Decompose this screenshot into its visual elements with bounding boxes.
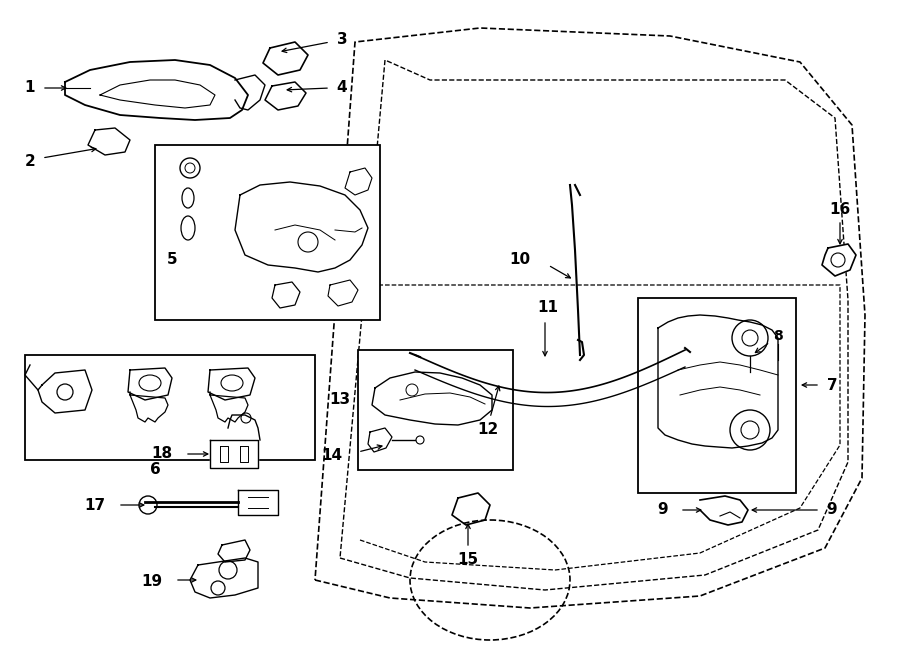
Text: 9: 9 — [657, 502, 668, 518]
Text: 8: 8 — [773, 329, 783, 343]
Polygon shape — [88, 128, 130, 155]
Text: 7: 7 — [827, 377, 837, 393]
Polygon shape — [38, 370, 92, 413]
Polygon shape — [208, 368, 255, 400]
Polygon shape — [130, 392, 168, 422]
Text: 15: 15 — [457, 553, 479, 568]
Bar — [358, 350, 513, 470]
Text: 18: 18 — [151, 446, 172, 461]
Text: 3: 3 — [337, 32, 347, 48]
Polygon shape — [210, 440, 258, 468]
Polygon shape — [128, 368, 172, 400]
Text: 11: 11 — [537, 301, 559, 315]
Polygon shape — [345, 168, 372, 195]
Polygon shape — [328, 280, 358, 306]
Bar — [155, 145, 380, 320]
Polygon shape — [65, 60, 248, 120]
Text: 14: 14 — [321, 447, 342, 463]
Text: 5: 5 — [166, 253, 177, 268]
Polygon shape — [272, 282, 300, 308]
Text: 16: 16 — [830, 202, 850, 217]
Polygon shape — [368, 428, 392, 452]
Polygon shape — [372, 372, 492, 425]
Text: 10: 10 — [508, 253, 530, 268]
Text: 6: 6 — [149, 463, 160, 477]
Polygon shape — [265, 82, 306, 110]
Polygon shape — [210, 392, 248, 422]
Text: 12: 12 — [477, 422, 499, 438]
Polygon shape — [822, 244, 856, 276]
Polygon shape — [263, 42, 308, 75]
Polygon shape — [238, 490, 278, 515]
Polygon shape — [700, 496, 748, 525]
Bar — [25, 355, 315, 460]
Text: 13: 13 — [328, 393, 350, 407]
Text: 19: 19 — [141, 574, 162, 590]
Polygon shape — [235, 182, 368, 272]
Text: 9: 9 — [827, 502, 837, 518]
Text: 2: 2 — [24, 155, 35, 169]
Bar — [638, 298, 796, 493]
Text: 1: 1 — [25, 81, 35, 95]
Polygon shape — [658, 315, 778, 448]
Text: 17: 17 — [84, 498, 105, 512]
Polygon shape — [190, 558, 258, 598]
Polygon shape — [452, 493, 490, 525]
Text: 4: 4 — [337, 81, 347, 95]
